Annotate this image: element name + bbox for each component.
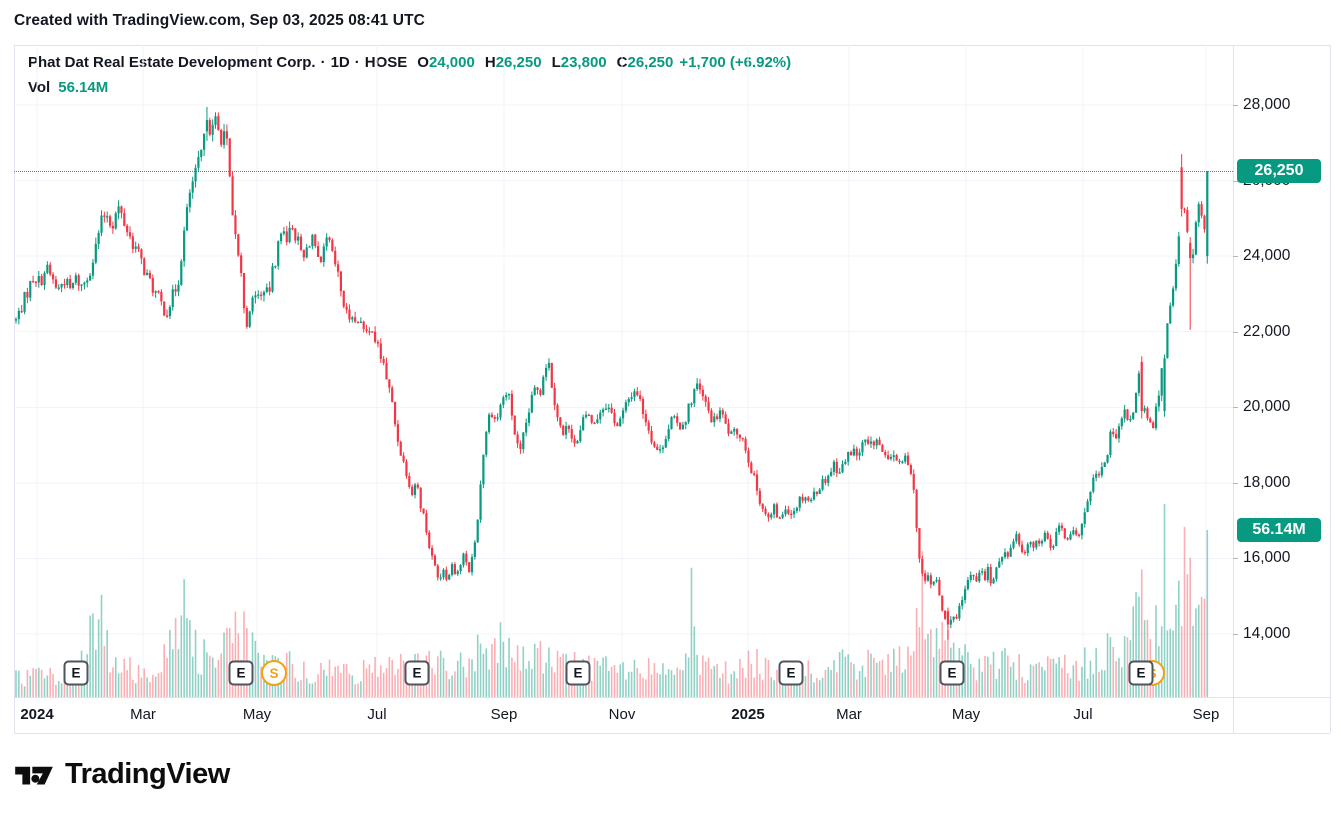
ohlc-key: L <box>551 54 561 71</box>
tradingview-logo-icon <box>14 759 54 790</box>
price-tick <box>1233 483 1238 484</box>
earnings-marker-badge: E <box>778 660 804 686</box>
panel-border-bottom <box>14 733 1330 734</box>
earnings-marker[interactable]: E <box>939 660 965 686</box>
split-marker[interactable]: S <box>261 660 287 686</box>
price-scale-separator <box>1233 45 1234 733</box>
earnings-marker[interactable]: E <box>565 660 591 686</box>
price-label: 16,000 <box>1243 549 1291 567</box>
price-label: 18,000 <box>1243 473 1291 491</box>
earnings-marker[interactable]: E <box>1128 660 1154 686</box>
earnings-marker[interactable]: E <box>404 660 430 686</box>
price-tick <box>1233 105 1238 106</box>
price-label: 20,000 <box>1243 398 1291 416</box>
volume-legend[interactable]: Vol 56.14M <box>28 79 108 96</box>
time-label: 2024 <box>20 706 54 723</box>
volume-value-badge: 56.14M <box>1237 518 1321 542</box>
ohlc-key: H <box>484 54 496 71</box>
price-tick <box>1233 332 1238 333</box>
attribution-text: Created with TradingView.com, Sep 03, 20… <box>14 12 425 29</box>
current-price-line <box>14 171 1233 173</box>
panel-border-left <box>14 45 15 733</box>
price-label: 24,000 <box>1243 247 1291 265</box>
time-label: 2025 <box>731 706 765 723</box>
interval-label: 1D <box>330 54 350 71</box>
current-price-badge: 26,250 <box>1237 159 1321 184</box>
earnings-marker-badge: E <box>228 660 254 686</box>
tradingview-logo[interactable]: TradingView <box>14 758 230 791</box>
time-label: Sep <box>1192 706 1220 723</box>
ohlc-key: O <box>417 54 429 71</box>
time-label: Sep <box>490 706 518 723</box>
earnings-marker-badge: E <box>939 660 965 686</box>
time-label: Jul <box>1073 706 1093 723</box>
price-tick <box>1233 181 1238 182</box>
earnings-marker-badge: E <box>565 660 591 686</box>
earnings-marker[interactable]: E <box>778 660 804 686</box>
earnings-marker-badge: E <box>404 660 430 686</box>
ohlc-value: 26,250 <box>495 54 542 71</box>
price-label: 28,000 <box>1243 96 1291 113</box>
time-label: Mar <box>836 706 862 723</box>
vol-value: 56.14M <box>58 79 109 96</box>
legend-separator-2: · <box>354 54 360 71</box>
earnings-marker[interactable]: E <box>228 660 254 686</box>
time-scale[interactable]: 2024 Mar May Jul Sep Nov 2025 Mar May Jul Sep <box>14 697 1330 734</box>
price-tick <box>1233 634 1238 635</box>
time-label: Jul <box>367 706 387 723</box>
time-label: May <box>951 706 981 723</box>
change-value: +1,700 (+6.92%) <box>679 54 792 71</box>
price-tick <box>1233 558 1238 559</box>
earnings-marker-badge: E <box>1128 660 1154 686</box>
symbol-title: Phat Dat Real Estate Development Corp. <box>28 54 316 71</box>
earnings-marker-badge: E <box>63 660 89 686</box>
price-tick <box>1233 407 1238 408</box>
time-label: Nov <box>608 706 636 723</box>
price-label: 14,000 <box>1243 625 1291 642</box>
time-label: Mar <box>130 706 156 723</box>
chart-legend[interactable]: Phat Dat Real Estate Development Corp. · 1… <box>28 54 791 71</box>
ohlc-value: 24,000 <box>428 54 475 71</box>
tradingview-logo-text: TradingView <box>65 758 230 790</box>
ohlc-value: 23,800 <box>560 54 607 71</box>
time-label: May <box>242 706 272 723</box>
earnings-marker[interactable]: E <box>63 660 89 686</box>
chart-plot-area[interactable] <box>14 45 1233 697</box>
price-tick <box>1233 256 1238 257</box>
exchange-label: HOSE <box>364 54 408 71</box>
price-label: 22,000 <box>1243 322 1291 340</box>
vol-label: Vol <box>28 79 51 96</box>
panel-border-top <box>14 45 1330 46</box>
legend-separator: · <box>320 54 326 71</box>
panel-border-right <box>1330 45 1331 733</box>
ohlc-value: 26,250 <box>627 54 674 71</box>
